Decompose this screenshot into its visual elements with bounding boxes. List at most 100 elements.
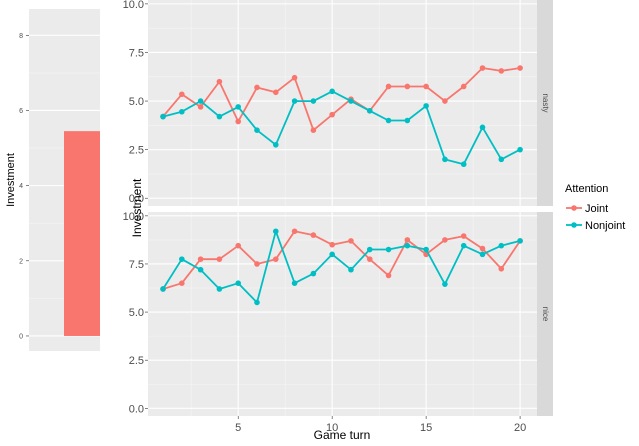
left-y-tick-label: 4 (19, 183, 23, 190)
data-point-joint (272, 256, 279, 262)
data-point-nonjoint (291, 98, 298, 104)
y-tick-label: 5.0 (129, 96, 144, 108)
data-point-joint (423, 83, 429, 90)
y-tick-label: 5.0 (129, 307, 144, 319)
data-point-nonjoint (498, 242, 505, 249)
facet-strip (537, 0, 553, 206)
data-point-joint (310, 232, 317, 238)
data-point-nonjoint (385, 117, 392, 124)
data-point-joint (442, 237, 448, 243)
data-point-nonjoint (423, 103, 429, 109)
series-line-joint (162, 230, 521, 290)
y-tick-label: 10.0 (123, 0, 144, 11)
data-point-nonjoint (366, 107, 373, 114)
data-point-joint (498, 265, 505, 272)
data-point-nonjoint (291, 280, 298, 287)
x-tick-label: 5 (235, 422, 241, 434)
data-point-nonjoint (517, 146, 523, 153)
data-point-joint (442, 98, 448, 104)
data-point-nonjoint (310, 270, 317, 277)
data-point-nonjoint (366, 246, 373, 253)
data-point-nonjoint (329, 251, 335, 258)
data-point-joint (460, 83, 467, 90)
data-point-joint (310, 127, 317, 134)
data-point-nonjoint (310, 98, 317, 104)
facet-panel-background (148, 0, 537, 206)
facet-panel-background (148, 212, 537, 416)
data-point-joint (329, 241, 335, 248)
data-point-joint (348, 238, 354, 244)
y-tick-label: 2.5 (129, 145, 144, 157)
data-point-nonjoint (254, 299, 260, 306)
data-point-joint (385, 272, 392, 279)
data-point-nonjoint (235, 104, 242, 110)
y-tick-label: 0.0 (129, 193, 144, 205)
data-point-joint (366, 256, 373, 262)
left-y-tick-label: 6 (19, 108, 23, 115)
data-point-nonjoint (254, 127, 260, 134)
legend-key-point (571, 222, 577, 228)
x-tick-label: 20 (514, 422, 526, 434)
left-y-tick-label: 2 (19, 258, 23, 265)
data-point-nonjoint (216, 286, 223, 292)
data-point-nonjoint (235, 280, 242, 287)
data-point-joint (404, 83, 411, 90)
x-tick-label: 10 (326, 422, 338, 434)
y-tick-label: 2.5 (129, 355, 144, 367)
data-point-nonjoint (385, 246, 392, 253)
left-bar (64, 131, 100, 336)
data-point-nonjoint (479, 251, 486, 258)
data-point-joint (216, 78, 223, 85)
y-tick-label: 10.0 (123, 211, 144, 223)
series-line-nonjoint (162, 90, 521, 166)
data-point-nonjoint (348, 98, 354, 104)
data-point-nonjoint (197, 266, 204, 273)
data-point-joint (329, 111, 335, 118)
data-point-joint (460, 233, 467, 239)
y-axis-title: Investment (130, 178, 144, 237)
data-point-joint (179, 91, 185, 98)
data-point-joint (235, 242, 242, 249)
y-tick-label: 7.5 (129, 259, 144, 271)
data-point-nonjoint (160, 113, 166, 120)
data-point-nonjoint (423, 246, 429, 253)
data-point-nonjoint (179, 256, 185, 262)
data-point-nonjoint (404, 242, 411, 249)
y-tick-label: 0.0 (129, 403, 144, 415)
data-point-nonjoint (216, 113, 223, 120)
data-point-nonjoint (197, 98, 204, 104)
data-point-nonjoint (517, 238, 523, 244)
data-point-nonjoint (272, 141, 279, 148)
data-point-joint (197, 256, 204, 262)
data-point-nonjoint (498, 156, 505, 163)
data-point-joint (479, 65, 486, 71)
y-tick-label: 7.5 (129, 47, 144, 59)
series-line-nonjoint (162, 230, 521, 304)
left-y-axis-title: Investment (5, 153, 17, 207)
data-point-nonjoint (179, 108, 185, 115)
facet-strip-label: nasty (541, 93, 550, 112)
data-point-joint (291, 228, 298, 235)
data-point-nonjoint (348, 266, 354, 273)
data-point-joint (498, 68, 505, 74)
data-point-joint (291, 74, 298, 81)
data-point-joint (517, 65, 523, 71)
data-point-joint (479, 245, 486, 252)
data-point-nonjoint (442, 281, 448, 287)
legend-label-nonjoint: Nonjoint (585, 220, 625, 232)
data-point-nonjoint (479, 124, 486, 131)
facet-strip (537, 212, 553, 416)
legend-key-point (571, 205, 577, 211)
x-tick-label: 15 (420, 422, 432, 434)
data-point-nonjoint (442, 156, 448, 163)
data-point-joint (235, 118, 242, 125)
facet-strip-label: nice (541, 307, 550, 322)
data-point-nonjoint (404, 117, 411, 124)
data-point-joint (254, 261, 260, 267)
data-point-joint (179, 280, 185, 287)
data-point-nonjoint (272, 228, 279, 235)
data-point-nonjoint (460, 161, 467, 168)
legend-title: Attention (565, 183, 608, 195)
data-point-joint (404, 237, 411, 243)
